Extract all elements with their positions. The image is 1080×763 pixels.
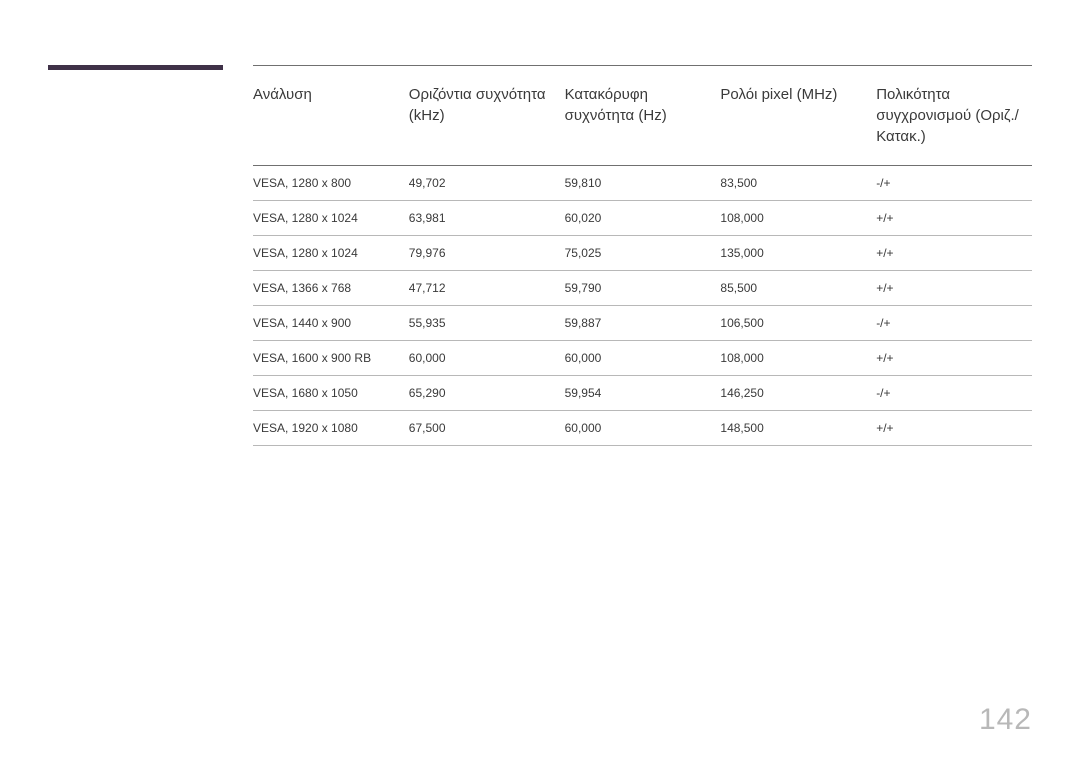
table-cell: 108,000: [720, 201, 876, 236]
table-cell: VESA, 1440 x 900: [253, 306, 409, 341]
table-cell: 55,935: [409, 306, 565, 341]
table-cell: 60,000: [565, 341, 721, 376]
table-cell: 60,000: [409, 341, 565, 376]
table-row: VESA, 1440 x 90055,93559,887106,500-/+: [253, 306, 1032, 341]
table-cell: 59,810: [565, 166, 721, 201]
table-cell: 108,000: [720, 341, 876, 376]
table-row: VESA, 1280 x 102479,97675,025135,000+/+: [253, 236, 1032, 271]
table-cell: VESA, 1366 x 768: [253, 271, 409, 306]
table-cell: -/+: [876, 376, 1032, 411]
table-cell: +/+: [876, 411, 1032, 446]
table-cell: 47,712: [409, 271, 565, 306]
table-cell: +/+: [876, 341, 1032, 376]
table-cell: VESA, 1680 x 1050: [253, 376, 409, 411]
table-cell: 106,500: [720, 306, 876, 341]
table-cell: 148,500: [720, 411, 876, 446]
table-cell: 135,000: [720, 236, 876, 271]
table-cell: 49,702: [409, 166, 565, 201]
table-cell: -/+: [876, 306, 1032, 341]
table-cell: 75,025: [565, 236, 721, 271]
table-cell: 65,290: [409, 376, 565, 411]
col-header-resolution: Ανάλυση: [253, 66, 409, 166]
table-cell: VESA, 1600 x 900 RB: [253, 341, 409, 376]
table-row: VESA, 1680 x 105065,29059,954146,250-/+: [253, 376, 1032, 411]
table-cell: +/+: [876, 271, 1032, 306]
table-row: VESA, 1920 x 108067,50060,000148,500+/+: [253, 411, 1032, 446]
accent-bar: [48, 65, 223, 70]
table-cell: 79,976: [409, 236, 565, 271]
table-cell: 83,500: [720, 166, 876, 201]
content-area: Ανάλυση Οριζόντια συχνότητα (kHz) Κατακό…: [253, 65, 1032, 446]
table-header-row: Ανάλυση Οριζόντια συχνότητα (kHz) Κατακό…: [253, 66, 1032, 166]
table-row: VESA, 1280 x 80049,70259,81083,500-/+: [253, 166, 1032, 201]
table-cell: VESA, 1920 x 1080: [253, 411, 409, 446]
table-cell: VESA, 1280 x 1024: [253, 201, 409, 236]
table-row: VESA, 1600 x 900 RB60,00060,000108,000+/…: [253, 341, 1032, 376]
table-cell: VESA, 1280 x 1024: [253, 236, 409, 271]
table-cell: 146,250: [720, 376, 876, 411]
table-cell: +/+: [876, 201, 1032, 236]
col-header-hfreq: Οριζόντια συχνότητα (kHz): [409, 66, 565, 166]
table-cell: VESA, 1280 x 800: [253, 166, 409, 201]
table-body: VESA, 1280 x 80049,70259,81083,500-/+VES…: [253, 166, 1032, 446]
table-cell: 59,887: [565, 306, 721, 341]
table-cell: 67,500: [409, 411, 565, 446]
table-cell: 85,500: [720, 271, 876, 306]
table-cell: 63,981: [409, 201, 565, 236]
table-row: VESA, 1280 x 102463,98160,020108,000+/+: [253, 201, 1032, 236]
table-cell: 59,954: [565, 376, 721, 411]
table-cell: -/+: [876, 166, 1032, 201]
resolution-table: Ανάλυση Οριζόντια συχνότητα (kHz) Κατακό…: [253, 65, 1032, 446]
table-cell: 60,000: [565, 411, 721, 446]
page-number: 142: [979, 703, 1032, 737]
col-header-pixelclock: Ρολόι pixel (MHz): [720, 66, 876, 166]
table-row: VESA, 1366 x 76847,71259,79085,500+/+: [253, 271, 1032, 306]
table-cell: 60,020: [565, 201, 721, 236]
col-header-polarity: Πολικότητα συγχρονισμού (Οριζ./Κατακ.): [876, 66, 1032, 166]
table-cell: 59,790: [565, 271, 721, 306]
table-cell: +/+: [876, 236, 1032, 271]
col-header-vfreq: Κατακόρυφη συχνότητα (Hz): [565, 66, 721, 166]
